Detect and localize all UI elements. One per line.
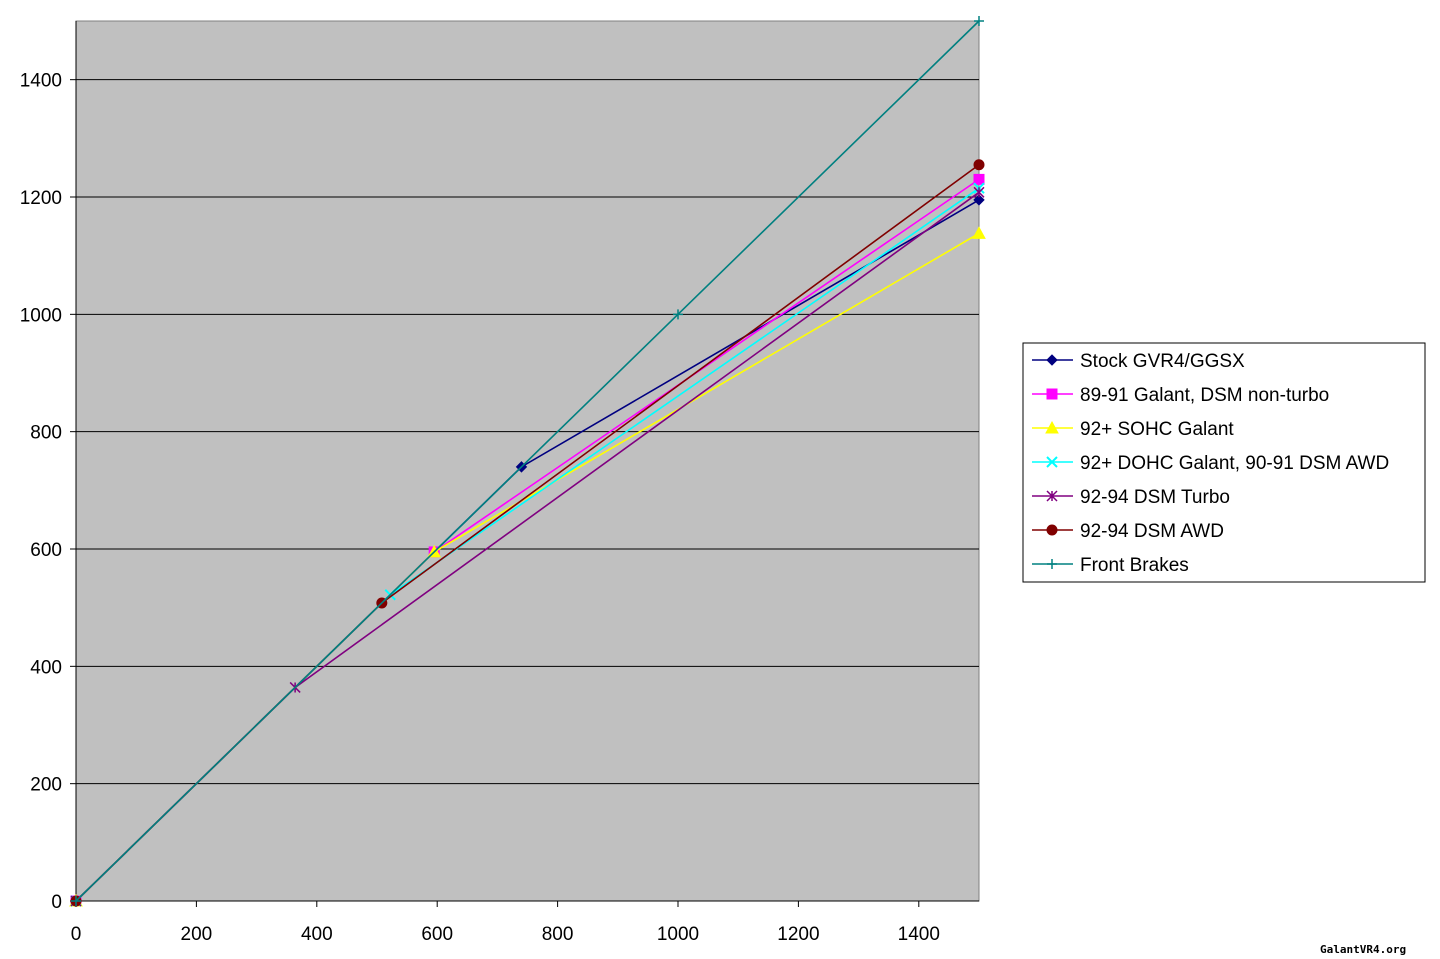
- x-tick-label-0: 0: [71, 924, 82, 945]
- legend-box: [1022, 342, 1426, 583]
- legend-swatch-marker-6: [1047, 559, 1057, 569]
- legend-item-0: Stock GVR4/GGSX: [1032, 351, 1245, 372]
- legend-item-4: 92-94 DSM Turbo: [1032, 487, 1230, 508]
- legend-swatch-marker-2: [1045, 420, 1059, 434]
- y-tick-label-1: 200: [30, 775, 62, 796]
- legend-label-6: Front Brakes: [1080, 555, 1189, 576]
- legend-swatch-marker-5: [1046, 524, 1058, 536]
- credit-label: GalantVR4.org: [1320, 943, 1406, 956]
- y-tick-label-4: 800: [30, 423, 62, 444]
- series-0-point-2: [973, 194, 985, 206]
- y-tick-label-0: 0: [51, 892, 62, 913]
- x-tick-label-5: 1000: [657, 924, 699, 945]
- x-tick-label-7: 1400: [898, 924, 940, 945]
- legend-item-2: 92+ SOHC Galant: [1032, 419, 1234, 440]
- series-6-point-1: [673, 309, 683, 320]
- legend-item-6: Front Brakes: [1032, 555, 1189, 576]
- y-tick-label-3: 600: [30, 540, 62, 561]
- x-tick-label-6: 1200: [777, 924, 819, 945]
- legend-label-4: 92-94 DSM Turbo: [1080, 487, 1230, 508]
- legend-swatch-marker-1: [1046, 388, 1058, 400]
- series-1-point-2: [973, 173, 985, 185]
- legend: Stock GVR4/GGSX 89-91 Galant, DSM non-tur…: [1022, 342, 1426, 583]
- legend-item-1: 89-91 Galant, DSM non-turbo: [1032, 385, 1329, 406]
- legend-label-5: 92-94 DSM AWD: [1080, 521, 1224, 542]
- legend-swatch-marker-4: [1046, 490, 1058, 502]
- x-tick-label-1: 200: [181, 924, 213, 945]
- legend-swatch-marker-3: [1046, 456, 1058, 468]
- series-group: [69, 16, 986, 907]
- legend-label-1: 89-91 Galant, DSM non-turbo: [1080, 385, 1329, 406]
- y-tick-label-2: 400: [30, 657, 62, 678]
- legend-label-0: Stock GVR4/GGSX: [1080, 351, 1245, 372]
- legend-item-3: 92+ DOHC Galant, 90-91 DSM AWD: [1032, 453, 1389, 474]
- legend-swatch-marker-0: [1046, 354, 1058, 366]
- series-6-point-0: [71, 896, 81, 906]
- gridlines: [76, 79, 979, 785]
- y-tick-label-5: 1000: [20, 305, 62, 326]
- series-6-point-2: [974, 16, 984, 26]
- series-2-point-2: [972, 226, 986, 239]
- y-tick-label-6: 1200: [20, 188, 62, 209]
- legend-label-3: 92+ DOHC Galant, 90-91 DSM AWD: [1080, 453, 1389, 474]
- y-tick-label-7: 1400: [20, 71, 62, 92]
- legend-item-5: 92-94 DSM AWD: [1032, 521, 1224, 542]
- series-5-point-2: [973, 159, 985, 171]
- series-6: [71, 16, 984, 906]
- legend-label-2: 92+ SOHC Galant: [1080, 419, 1234, 440]
- x-tick-label-3: 600: [421, 924, 453, 945]
- x-tick-label-4: 800: [542, 924, 574, 945]
- series-4-point-2: [973, 186, 985, 198]
- axes: 0 200 400 600 800 1000 1200 1400 0 200 400 600 800 10…: [20, 21, 979, 945]
- x-tick-label-2: 400: [301, 924, 333, 945]
